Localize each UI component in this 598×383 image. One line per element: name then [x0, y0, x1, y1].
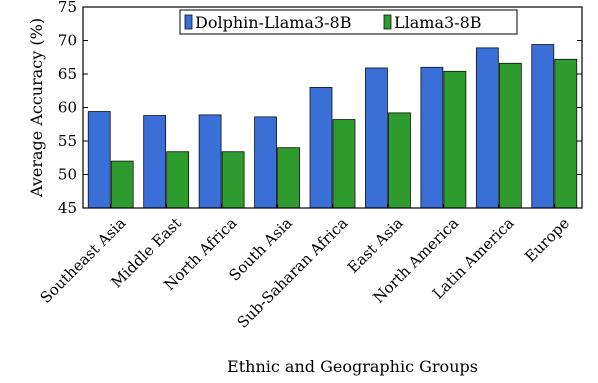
plot-frame — [82, 6, 583, 209]
bars-group — [87, 44, 578, 209]
y-tick-label: 45 — [58, 199, 77, 217]
legend-swatch — [383, 14, 392, 30]
legend-label: Dolphin-Llama3-8B — [195, 13, 351, 32]
y-axis-label: Average Accuracy (%) — [27, 18, 46, 198]
bar-dolphin-llama3-8b — [309, 87, 333, 209]
bar-dolphin-llama3-8b — [420, 66, 444, 209]
y-tick-label: 75 — [58, 0, 77, 16]
bar-llama3-8b — [554, 58, 578, 209]
bar-llama3-8b — [443, 70, 467, 209]
x-category-label: Europe — [521, 214, 573, 266]
legend-label: Llama3-8B — [394, 13, 482, 32]
bar-dolphin-llama3-8b — [475, 47, 499, 209]
bar-llama3-8b — [221, 151, 245, 209]
legend-swatch — [184, 14, 193, 30]
bar-dolphin-llama3-8b — [531, 44, 555, 209]
bar-llama3-8b — [166, 151, 190, 209]
x-category-label: Southeast Asia — [37, 214, 130, 307]
y-tick-label: 70 — [58, 32, 77, 50]
bar-llama3-8b — [388, 112, 411, 209]
x-axis-label: Ethnic and Geographic Groups — [227, 357, 478, 376]
bar-llama3-8b — [498, 62, 522, 209]
y-axis-ticks: 45 50 55 60 65 70 75 — [58, 0, 582, 217]
bar-llama3-8b — [332, 119, 356, 209]
x-category-label: Sub-Saharan Africa — [234, 214, 352, 332]
y-tick-label: 55 — [58, 132, 77, 150]
y-tick-label: 60 — [58, 99, 77, 117]
bar-llama3-8b — [277, 147, 300, 209]
bar-dolphin-llama3-8b — [254, 116, 277, 209]
legend-box — [179, 9, 518, 35]
bar-dolphin-llama3-8b — [143, 115, 167, 209]
y-tick-label: 65 — [58, 65, 77, 83]
bar-dolphin-llama3-8b — [87, 111, 111, 209]
legend: Dolphin-Llama3-8B Llama3-8B — [179, 9, 518, 35]
bar-dolphin-llama3-8b — [198, 114, 222, 209]
y-tick-label: 50 — [58, 166, 77, 184]
bar-dolphin-llama3-8b — [365, 67, 388, 209]
bar-llama3-8b — [110, 160, 134, 209]
